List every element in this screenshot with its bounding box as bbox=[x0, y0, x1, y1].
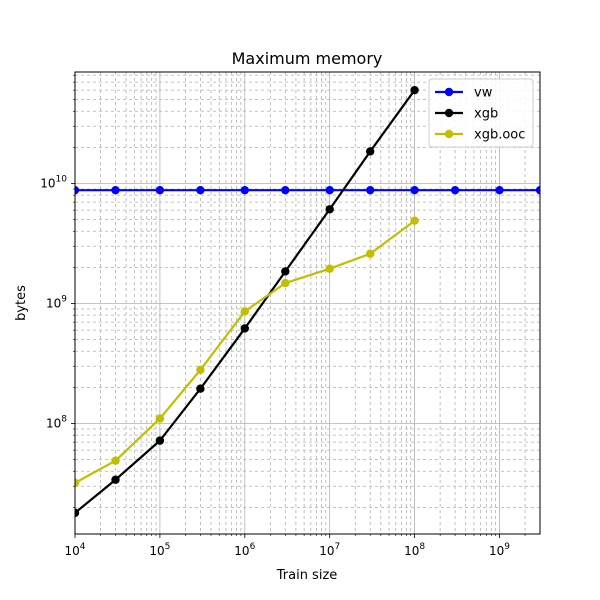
data-point-xgb bbox=[75, 508, 80, 518]
x-tick-label: 107 bbox=[319, 542, 340, 558]
data-point-vw bbox=[155, 185, 165, 195]
data-point-xgb bbox=[366, 147, 375, 156]
y-tick-label-exponent: 8 bbox=[61, 415, 67, 425]
y-tick-label: 108 bbox=[46, 415, 67, 431]
data-point-xgb bbox=[111, 475, 120, 484]
x-tick-label-base: 10 bbox=[64, 544, 79, 558]
series-xgb-ooc bbox=[75, 216, 419, 488]
y-axis-label: bytes bbox=[14, 285, 29, 321]
data-point-xgb-ooc bbox=[75, 478, 80, 488]
legend: vw xgb xgb.ooc bbox=[428, 78, 534, 148]
data-point-xgb-ooc bbox=[240, 307, 249, 316]
x-tick-label-exponent: 6 bbox=[250, 542, 256, 552]
y-tick-label: 1010 bbox=[40, 175, 67, 191]
series-xgb bbox=[75, 85, 419, 518]
data-point-vw bbox=[450, 185, 460, 195]
y-tick-label-base: 10 bbox=[40, 177, 55, 191]
plot-frame bbox=[74, 71, 541, 535]
data-point-xgb bbox=[410, 85, 419, 95]
data-point-xgb bbox=[196, 384, 205, 393]
x-tick-label-exponent: 4 bbox=[80, 542, 86, 552]
x-axis-label: Train size bbox=[276, 568, 338, 583]
legend-box bbox=[428, 78, 534, 148]
data-point-vw bbox=[535, 185, 540, 195]
data-point-xgb-ooc bbox=[196, 365, 205, 375]
legend-swatch-marker bbox=[444, 108, 454, 118]
data-point-xgb bbox=[325, 205, 334, 214]
y-tick-label-exponent: 9 bbox=[61, 295, 67, 305]
data-point-vw bbox=[281, 185, 290, 195]
data-point-vw bbox=[196, 185, 205, 195]
data-point-vw bbox=[495, 185, 504, 195]
data-point-vw bbox=[366, 185, 375, 195]
legend-item-xgb-ooc: xgb.ooc bbox=[435, 128, 525, 143]
series-vw bbox=[75, 185, 540, 195]
legend-item-xgb: xgb bbox=[435, 107, 498, 122]
data-point-xgb bbox=[240, 324, 249, 333]
data-point-xgb bbox=[155, 436, 165, 445]
x-tick-label-base: 10 bbox=[319, 544, 334, 558]
grid bbox=[74, 72, 540, 534]
data-point-xgb-ooc bbox=[281, 278, 290, 288]
x-tick-label: 104 bbox=[64, 542, 85, 558]
legend-swatch-marker bbox=[444, 129, 454, 139]
legend-label: xgb bbox=[474, 107, 498, 122]
legend-swatch-marker bbox=[444, 87, 454, 97]
legend-item-vw: vw bbox=[435, 86, 493, 101]
data-point-xgb-ooc bbox=[325, 264, 334, 273]
x-tick-label-exponent: 7 bbox=[334, 542, 340, 552]
x-tick-label: 108 bbox=[404, 542, 425, 558]
y-tick-label: 109 bbox=[46, 295, 67, 311]
data-point-xgb bbox=[281, 267, 290, 276]
data-point-vw bbox=[410, 185, 419, 195]
series-layer bbox=[75, 85, 540, 518]
legend-label: xgb.ooc bbox=[474, 128, 525, 143]
x-tick-label: 109 bbox=[489, 542, 510, 558]
x-tick-label-base: 10 bbox=[234, 544, 249, 558]
y-tick-label-base: 10 bbox=[46, 297, 61, 311]
data-point-xgb-ooc bbox=[410, 216, 419, 225]
x-tick-label: 106 bbox=[234, 542, 255, 558]
x-tick-label-base: 10 bbox=[489, 544, 504, 558]
x-tick-label-exponent: 8 bbox=[419, 542, 425, 552]
chart-title: Maximum memory bbox=[232, 49, 383, 68]
data-point-vw bbox=[325, 185, 334, 195]
data-point-xgb-ooc bbox=[111, 456, 120, 465]
data-point-vw bbox=[111, 185, 120, 195]
data-point-xgb-ooc bbox=[155, 414, 165, 423]
y-tick-label-base: 10 bbox=[46, 417, 61, 431]
data-point-xgb-ooc bbox=[366, 249, 375, 258]
data-point-vw bbox=[240, 185, 249, 195]
x-tick-label-base: 10 bbox=[404, 544, 419, 558]
x-tick-label-base: 10 bbox=[149, 544, 164, 558]
data-point-vw bbox=[75, 185, 80, 195]
x-tick-label: 105 bbox=[149, 542, 170, 558]
legend-label: vw bbox=[474, 86, 493, 101]
x-tick-label-exponent: 9 bbox=[504, 542, 510, 552]
x-tick-label-exponent: 5 bbox=[165, 542, 171, 552]
y-tick-label-exponent: 10 bbox=[56, 175, 68, 185]
